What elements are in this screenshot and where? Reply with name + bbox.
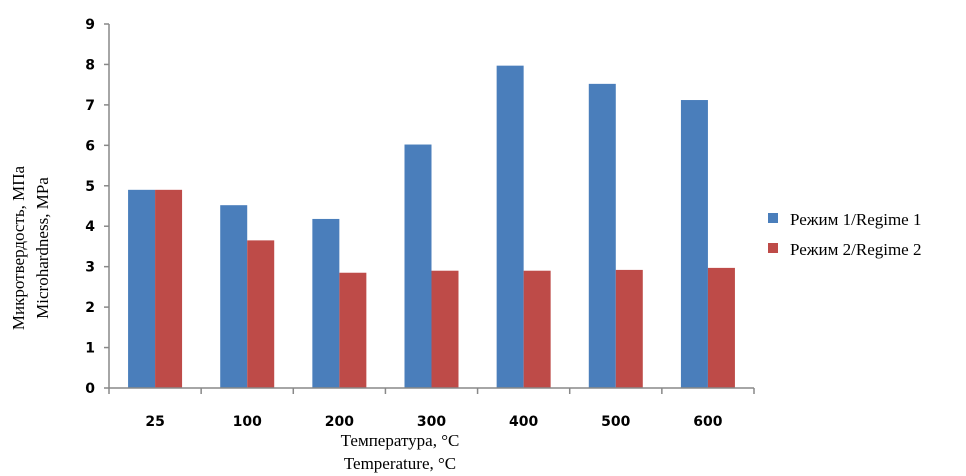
y-tick-label: 9 xyxy=(85,17,95,33)
bar-series-2-25 xyxy=(155,189,183,388)
y-axis-ticks: 0 1 2 3 4 5 6 7 8 9 xyxy=(85,17,109,397)
x-axis-title-line-2: Temperature, °C xyxy=(344,454,456,473)
y-tick-label: 7 xyxy=(85,98,95,114)
y-tick-label: 8 xyxy=(85,57,95,73)
bar-series-1-300 xyxy=(404,144,432,388)
bar-series-2-200 xyxy=(339,272,367,388)
bar-series-2-100 xyxy=(247,240,275,388)
bar-series-2-500 xyxy=(615,269,643,388)
x-tick-label: 300 xyxy=(417,414,446,430)
y-tick-label: 4 xyxy=(85,219,95,235)
x-tick-label: 200 xyxy=(325,414,354,430)
bar-series-2-400 xyxy=(523,270,551,388)
legend-label-regime-1: Режим 1/Regime 1 xyxy=(790,210,921,229)
y-axis-title-line-1: Микротвердость, МПа xyxy=(9,165,28,330)
x-tick-label: 100 xyxy=(233,414,262,430)
y-tick-label: 5 xyxy=(85,179,95,195)
y-tick-label: 3 xyxy=(85,260,95,276)
x-tick-label: 600 xyxy=(693,414,722,430)
y-tick-label: 1 xyxy=(85,341,95,357)
legend-label-regime-2: Режим 2/Regime 2 xyxy=(790,240,921,259)
bars-group xyxy=(128,65,735,388)
x-tick-label: 400 xyxy=(509,414,538,430)
bar-series-1-600 xyxy=(680,100,708,388)
bar-series-1-500 xyxy=(588,83,616,388)
y-axis-title-line-2: Microhardness, MPa xyxy=(33,177,52,319)
x-axis-ticks: 25 100 200 300 400 500 600 xyxy=(108,388,755,430)
y-tick-label: 2 xyxy=(85,300,95,316)
legend-swatch-regime-2 xyxy=(768,243,778,253)
x-tick-label: 500 xyxy=(601,414,630,430)
y-tick-label: 6 xyxy=(85,138,95,154)
bar-series-2-600 xyxy=(707,267,735,388)
y-tick-label: 0 xyxy=(85,381,95,397)
x-axis-title-line-1: Температура, °C xyxy=(341,431,460,450)
bar-series-2-300 xyxy=(431,270,459,388)
x-tick-label: 25 xyxy=(145,414,164,430)
y-axis-title: Микротвердость, МПа Microhardness, MPa xyxy=(9,165,52,330)
bar-series-1-25 xyxy=(128,189,156,388)
bar-series-1-200 xyxy=(312,218,340,388)
legend-swatch-regime-1 xyxy=(768,213,778,223)
bar-series-1-100 xyxy=(220,205,248,388)
bar-series-1-400 xyxy=(496,65,524,388)
legend: Режим 1/Regime 1 Режим 2/Regime 2 xyxy=(768,210,921,259)
